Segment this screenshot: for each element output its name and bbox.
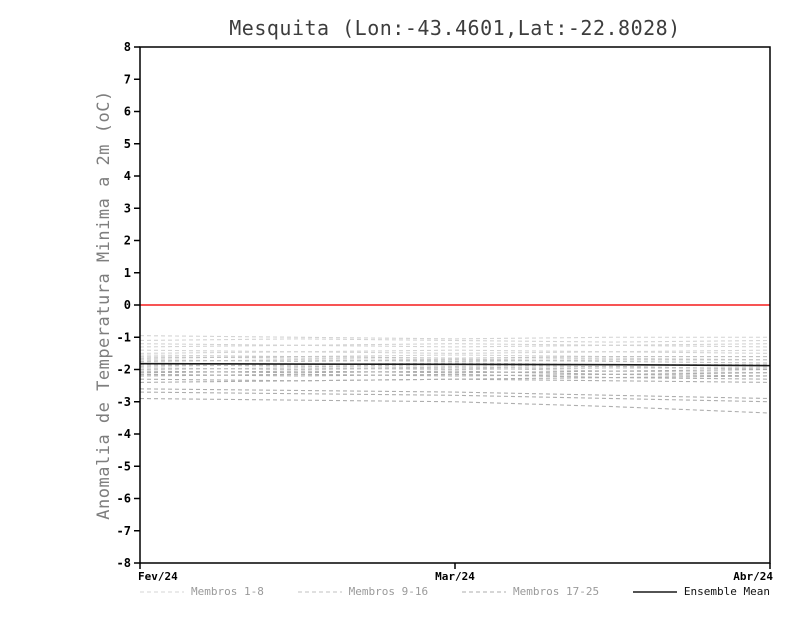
- legend: Membros 1-8 Membros 9-16 Membros 17-25 E…: [140, 585, 770, 598]
- member-line: [139, 367, 770, 371]
- y-tick-label: 4: [124, 169, 131, 183]
- x-tick-label: Abr/24: [733, 570, 773, 583]
- member-line: [139, 359, 770, 362]
- y-tick-label: -6: [117, 492, 131, 506]
- member-line: [139, 391, 771, 403]
- legend-label-members-9-16: Membros 9-16: [348, 585, 429, 598]
- legend-label-members-1-8: Membros 1-8: [191, 585, 264, 598]
- y-tick-label: 2: [124, 234, 131, 248]
- legend-label-ensemble-mean: Ensemble Mean: [683, 585, 770, 598]
- member-line: [139, 372, 771, 377]
- x-tick-label: Mar/24: [435, 570, 475, 583]
- member-line: [139, 397, 771, 414]
- member-line: [139, 338, 771, 343]
- legend-line-sample-members-1-8: [140, 591, 184, 592]
- y-tick-label: -3: [117, 395, 131, 409]
- member-line: [139, 368, 771, 374]
- member-line: [139, 375, 771, 383]
- member-line: [139, 335, 770, 340]
- legend-item-members-17-25: Membros 17-25: [461, 585, 600, 598]
- legend-line-sample-members-17-25: [461, 591, 506, 592]
- y-tick-label: 1: [124, 266, 131, 280]
- y-tick-label: 0: [124, 298, 131, 312]
- y-tick-label: 3: [124, 201, 131, 215]
- y-tick-label: 5: [124, 137, 131, 151]
- y-tick-label: 7: [124, 72, 131, 86]
- member-line: [139, 356, 770, 359]
- legend-line-sample-ensemble-mean: [632, 590, 677, 593]
- member-line: [139, 349, 771, 354]
- chart-title: Mesquita (Lon:-43.4601,Lat:-22.8028): [229, 16, 681, 40]
- y-tick-label: -5: [117, 459, 131, 473]
- ensemble-mean-line: [139, 362, 771, 367]
- legend-item-ensemble-mean: Ensemble Mean: [632, 585, 770, 598]
- y-tick-label: -1: [117, 330, 131, 344]
- y-tick-label: -2: [117, 363, 131, 377]
- legend-label-members-17-25: Membros 17-25: [512, 585, 600, 598]
- legend-item-members-1-8: Membros 1-8: [140, 585, 264, 598]
- y-tick-label: -8: [117, 556, 131, 570]
- legend-line-sample-members-9-16: [297, 591, 342, 592]
- y-tick-label: 8: [124, 40, 131, 54]
- member-line: [139, 388, 771, 400]
- x-tick-label: Fev/24: [138, 570, 178, 583]
- y-tick-label: -7: [117, 524, 131, 538]
- legend-item-members-9-16: Membros 9-16: [297, 585, 429, 598]
- y-tick-label: 6: [124, 105, 131, 119]
- y-tick-label: -4: [117, 427, 131, 441]
- member-line: [139, 343, 771, 348]
- member-line: [139, 349, 771, 354]
- member-line: [139, 343, 771, 348]
